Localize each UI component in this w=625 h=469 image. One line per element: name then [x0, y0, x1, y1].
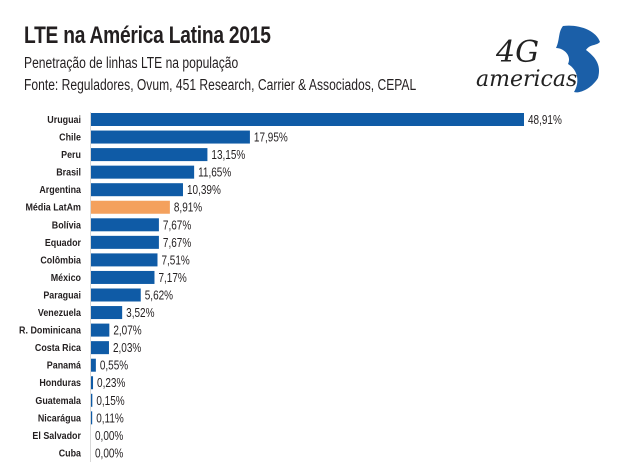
bar	[91, 218, 159, 232]
value-label: 10,39%	[187, 184, 221, 197]
value-label: 11,65%	[198, 167, 231, 180]
value-label: 0,00%	[95, 430, 123, 443]
bar	[91, 306, 123, 320]
bar	[91, 270, 155, 284]
value-label: 48,91%	[528, 114, 562, 127]
category-label: Brasil	[56, 167, 81, 179]
category-label: Média LatAm	[26, 202, 82, 214]
category-label: Panamá	[47, 360, 82, 372]
bar	[91, 130, 250, 144]
value-label: 5,62%	[145, 290, 173, 303]
bar	[91, 200, 170, 214]
category-label: Colômbia	[40, 255, 81, 267]
category-label: R. Dominicana	[19, 325, 81, 337]
bar	[91, 183, 183, 197]
bar	[91, 323, 110, 337]
bar	[91, 411, 93, 425]
bar	[91, 113, 524, 126]
category-label: Bolívia	[52, 220, 82, 232]
category-label: Costa Rica	[35, 343, 82, 355]
category-label: Venezuela	[38, 307, 82, 319]
value-label: 7,67%	[163, 219, 191, 232]
value-label: 2,03%	[113, 342, 141, 355]
category-label: Guatemala	[35, 395, 81, 407]
svg-text:americas: americas	[476, 67, 577, 92]
bar	[91, 376, 94, 390]
value-label: 0,55%	[100, 360, 128, 373]
category-label: Nicarágua	[38, 413, 82, 425]
bar	[91, 358, 96, 372]
category-label: Uruguai	[47, 114, 81, 126]
value-label: 7,51%	[161, 254, 189, 267]
category-label: Honduras	[39, 378, 81, 390]
value-label: 0,11%	[96, 412, 124, 425]
category-label: Cuba	[59, 448, 82, 460]
svg-text:4G: 4G	[495, 35, 539, 70]
chart-subtitle: Penetração de linhas LTE na população	[24, 55, 239, 72]
bar	[91, 341, 109, 355]
value-label: 0,23%	[97, 377, 125, 390]
bar	[91, 235, 159, 249]
category-label: Paraguai	[43, 290, 81, 302]
value-label: 0,15%	[96, 395, 124, 408]
value-label: 17,95%	[254, 132, 288, 145]
bar	[91, 288, 141, 302]
value-label: 7,17%	[158, 272, 186, 285]
value-label: 2,07%	[113, 325, 141, 338]
value-label: 3,52%	[126, 307, 154, 320]
4g-americas-logo: 4G americas	[476, 25, 600, 93]
value-label: 8,91%	[174, 202, 202, 215]
category-label: México	[51, 272, 81, 284]
value-label: 13,15%	[211, 149, 245, 162]
category-label: El Salvador	[32, 430, 81, 442]
bar	[91, 253, 158, 267]
category-label: Argentina	[39, 185, 81, 197]
chart-source: Fonte: Reguladores, Ovum, 451 Research, …	[24, 77, 417, 94]
category-label: Chile	[59, 132, 81, 144]
bar	[91, 165, 195, 179]
chart-title: LTE na América Latina 2015	[24, 22, 271, 49]
category-label: Peru	[61, 149, 81, 161]
bar	[91, 148, 208, 162]
bar	[91, 393, 93, 407]
category-label: Equador	[45, 237, 81, 249]
value-label: 7,67%	[163, 237, 191, 250]
value-label: 0,00%	[95, 448, 123, 461]
